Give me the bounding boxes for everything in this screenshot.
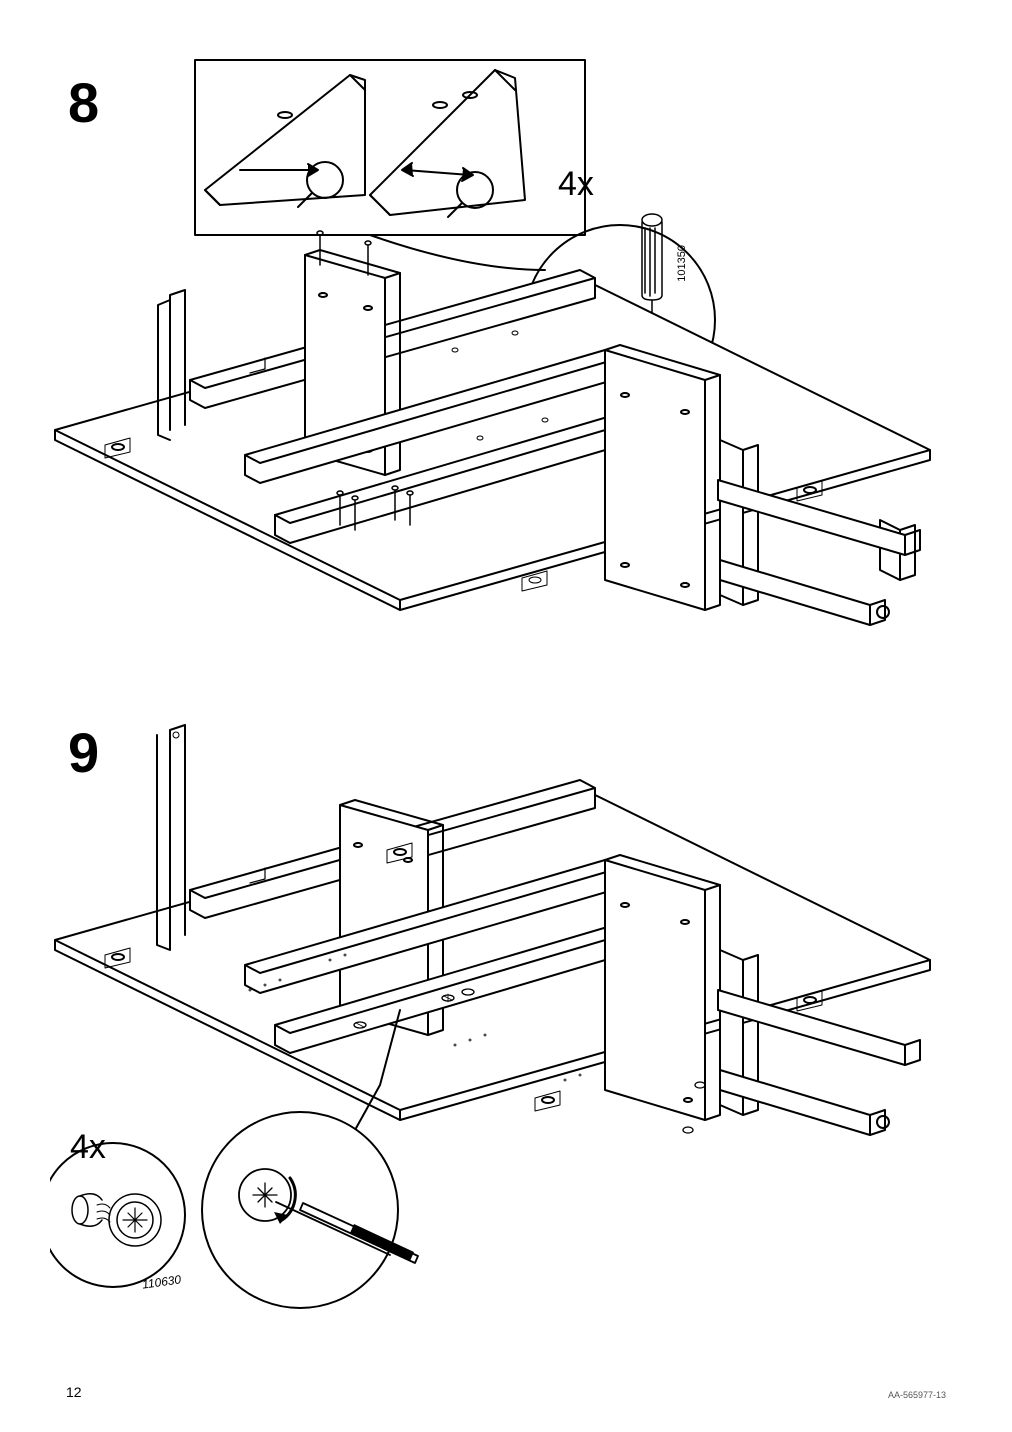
step-8-diagram: [50, 40, 950, 720]
step-9-qty: 4x: [70, 1128, 106, 1167]
page-number: 12: [66, 1384, 82, 1400]
step-9-diagram: [50, 700, 950, 1320]
doc-number: AA-565977-13: [888, 1390, 946, 1400]
step-8-part-number: 101350: [676, 245, 688, 282]
step-8-qty: 4x: [558, 165, 594, 204]
page: 8: [0, 0, 1012, 1432]
